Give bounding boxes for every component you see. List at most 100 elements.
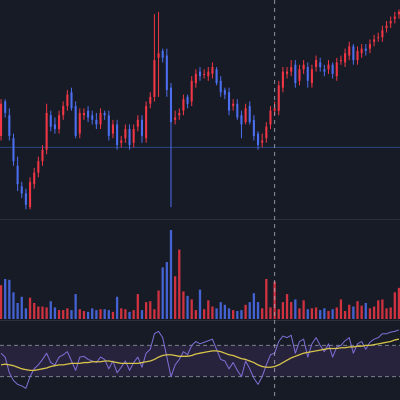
candle-body[interactable] <box>331 64 334 74</box>
volume-bar[interactable] <box>223 304 227 319</box>
candle-body[interactable] <box>393 16 396 19</box>
candle-body[interactable] <box>132 129 135 143</box>
volume-bar[interactable] <box>339 299 343 319</box>
candle-body[interactable] <box>70 92 73 109</box>
volume-bar[interactable] <box>74 294 77 319</box>
candle-body[interactable] <box>269 110 272 125</box>
candle-body[interactable] <box>120 140 123 143</box>
volume-bar[interactable] <box>62 310 65 319</box>
volume-bar[interactable] <box>207 300 210 319</box>
volume-bar[interactable] <box>103 309 106 319</box>
candle-body[interactable] <box>111 124 114 134</box>
candle-body[interactable] <box>290 67 293 72</box>
candle-body[interactable] <box>99 112 102 125</box>
volume-bar[interactable] <box>368 308 372 319</box>
volume-bar[interactable] <box>348 304 351 319</box>
volume-bar[interactable] <box>248 302 251 319</box>
candle-body[interactable] <box>140 119 144 136</box>
candle-body[interactable] <box>252 119 255 136</box>
volume-bar[interactable] <box>57 310 61 319</box>
candle-body[interactable] <box>49 115 52 127</box>
volume-bar[interactable] <box>285 294 289 319</box>
candle-body[interactable] <box>95 119 98 125</box>
candle-body[interactable] <box>360 48 363 54</box>
volume-bar[interactable] <box>302 300 305 319</box>
volume-bar[interactable] <box>281 302 285 319</box>
volume-bar[interactable] <box>261 308 264 319</box>
volume-bar[interactable] <box>24 308 28 319</box>
candle-body[interactable] <box>232 103 235 107</box>
candle-body[interactable] <box>194 73 197 84</box>
volume-bar[interactable] <box>136 294 139 319</box>
candle-body[interactable] <box>169 87 173 123</box>
volume-bar[interactable] <box>335 307 338 319</box>
candle-body[interactable] <box>364 48 367 51</box>
candle-body[interactable] <box>153 60 156 97</box>
candle-body[interactable] <box>29 181 32 208</box>
volume-bar[interactable] <box>49 301 52 319</box>
volume-bar[interactable] <box>128 311 131 319</box>
volume-bar[interactable] <box>149 301 152 319</box>
candle-body[interactable] <box>219 80 222 93</box>
candle-body[interactable] <box>335 62 338 77</box>
volume-bar[interactable] <box>211 306 214 319</box>
volume-bar[interactable] <box>86 311 90 319</box>
volume-bar[interactable] <box>385 308 388 319</box>
candle-body[interactable] <box>277 85 280 111</box>
volume-bar[interactable] <box>91 308 94 319</box>
candle-body[interactable] <box>310 69 313 84</box>
volume-bar[interactable] <box>306 309 309 319</box>
candle-body[interactable] <box>145 106 148 139</box>
volume-bar[interactable] <box>8 279 11 319</box>
volume-bar[interactable] <box>132 310 135 319</box>
candle-body[interactable] <box>207 71 210 77</box>
volume-bar[interactable] <box>194 310 197 319</box>
volume-bar[interactable] <box>227 308 231 319</box>
candle-body[interactable] <box>74 106 77 136</box>
candle-body[interactable] <box>240 115 243 125</box>
volume-bar[interactable] <box>45 307 48 319</box>
candle-body[interactable] <box>385 25 388 28</box>
volume-bar[interactable] <box>219 302 222 319</box>
volume-bar[interactable] <box>198 289 202 319</box>
volume-bar[interactable] <box>20 296 23 319</box>
volume-bar[interactable] <box>203 309 206 319</box>
candle-body[interactable] <box>256 133 260 146</box>
volume-bar[interactable] <box>33 302 36 319</box>
candle-body[interactable] <box>66 94 69 107</box>
candle-body[interactable] <box>389 21 392 24</box>
candle-body[interactable] <box>116 124 119 146</box>
volume-bar[interactable] <box>356 301 359 319</box>
volume-bar[interactable] <box>186 295 189 319</box>
volume-bar[interactable] <box>389 307 392 319</box>
volume-bar[interactable] <box>120 308 123 319</box>
candle-body[interactable] <box>78 112 81 134</box>
volume-bar[interactable] <box>173 276 177 319</box>
candle-body[interactable] <box>298 69 301 81</box>
volume-bar[interactable] <box>4 278 7 319</box>
volume-bar[interactable] <box>12 292 15 319</box>
candle-body[interactable] <box>215 69 218 84</box>
volume-bar[interactable] <box>178 249 181 319</box>
volume-bar[interactable] <box>41 306 44 319</box>
volume-bar[interactable] <box>244 304 247 319</box>
volume-bar[interactable] <box>144 302 148 319</box>
volume-bar[interactable] <box>28 297 32 319</box>
candle-body[interactable] <box>198 71 202 77</box>
volume-bar[interactable] <box>70 310 73 319</box>
candle-body[interactable] <box>33 172 36 185</box>
volume-bar[interactable] <box>314 307 318 319</box>
candle-body[interactable] <box>211 67 214 74</box>
candle-body[interactable] <box>182 99 185 111</box>
candle-body[interactable] <box>16 165 19 185</box>
candle-body[interactable] <box>323 69 326 72</box>
volume-bar[interactable] <box>327 310 330 319</box>
candle-body[interactable] <box>319 62 322 68</box>
candle-body[interactable] <box>165 55 168 90</box>
volume-bar[interactable] <box>397 287 400 319</box>
candle-body[interactable] <box>0 103 3 136</box>
candle-body[interactable] <box>107 115 110 136</box>
candle-body[interactable] <box>8 115 11 136</box>
candle-body[interactable] <box>91 115 94 120</box>
